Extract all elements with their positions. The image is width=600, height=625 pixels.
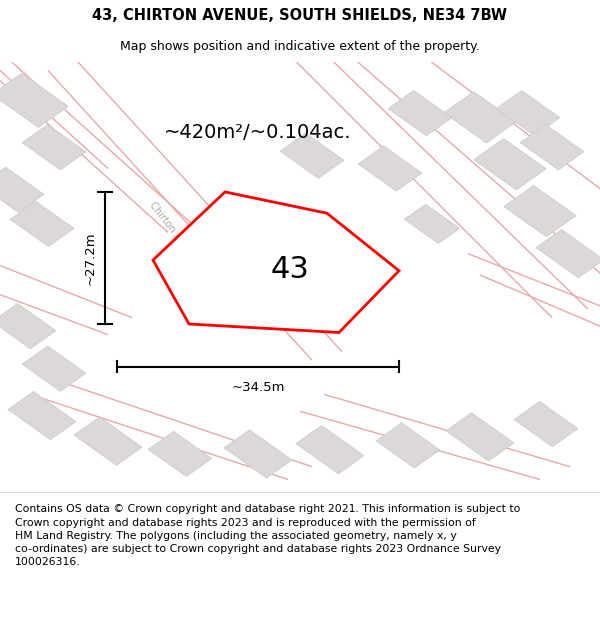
Text: ~420m²/~0.104ac.: ~420m²/~0.104ac.: [164, 122, 352, 142]
Text: ~27.2m: ~27.2m: [83, 231, 97, 285]
Text: 43, CHIRTON AVENUE, SOUTH SHIELDS, NE34 7BW: 43, CHIRTON AVENUE, SOUTH SHIELDS, NE34 …: [92, 8, 508, 23]
Polygon shape: [388, 91, 452, 136]
Polygon shape: [446, 412, 514, 461]
Text: Map shows position and indicative extent of the property.: Map shows position and indicative extent…: [120, 40, 480, 53]
Text: ~34.5m: ~34.5m: [231, 381, 285, 394]
Polygon shape: [376, 422, 440, 468]
Polygon shape: [74, 417, 142, 465]
Polygon shape: [8, 391, 76, 439]
Polygon shape: [22, 346, 86, 391]
Polygon shape: [296, 426, 364, 474]
Polygon shape: [520, 124, 584, 170]
Polygon shape: [280, 133, 344, 178]
Polygon shape: [504, 186, 576, 237]
Polygon shape: [10, 201, 74, 246]
Polygon shape: [358, 146, 422, 191]
Polygon shape: [148, 431, 212, 476]
Polygon shape: [22, 124, 86, 170]
Text: 43: 43: [271, 255, 310, 284]
Text: Contains OS data © Crown copyright and database right 2021. This information is : Contains OS data © Crown copyright and d…: [15, 504, 520, 568]
Polygon shape: [224, 430, 292, 478]
Polygon shape: [496, 91, 560, 136]
Polygon shape: [536, 229, 600, 278]
Polygon shape: [404, 204, 460, 244]
Polygon shape: [474, 139, 546, 190]
Polygon shape: [0, 304, 56, 349]
Polygon shape: [514, 401, 578, 447]
Polygon shape: [444, 92, 516, 143]
Text: Chirton Avenue: Chirton Avenue: [147, 200, 201, 265]
Polygon shape: [153, 192, 399, 332]
Polygon shape: [0, 168, 44, 212]
Polygon shape: [0, 73, 68, 127]
